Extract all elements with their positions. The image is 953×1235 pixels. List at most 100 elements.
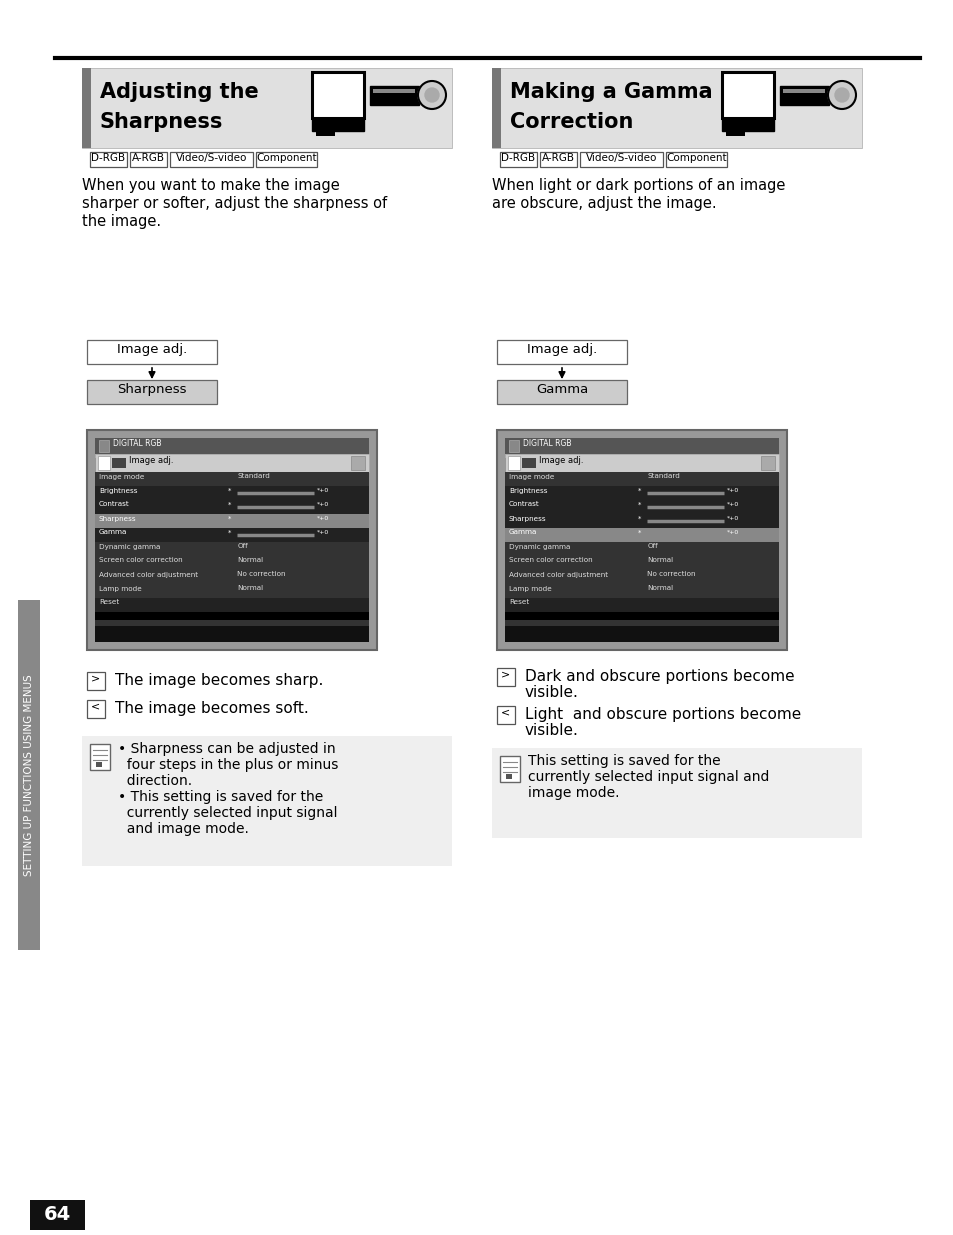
FancyBboxPatch shape [504,472,779,487]
FancyBboxPatch shape [87,380,216,404]
FancyBboxPatch shape [504,542,779,556]
Text: Sharpness: Sharpness [509,515,546,521]
FancyBboxPatch shape [504,514,779,529]
FancyBboxPatch shape [312,72,364,119]
Text: Correction: Correction [510,112,633,132]
Text: *: * [637,515,640,521]
FancyBboxPatch shape [95,529,369,542]
Text: Making a Gamma: Making a Gamma [510,82,712,103]
Text: Contrast: Contrast [99,501,130,508]
FancyBboxPatch shape [666,152,726,167]
FancyBboxPatch shape [90,152,127,167]
FancyBboxPatch shape [504,458,779,642]
FancyBboxPatch shape [497,668,515,685]
Text: Standard: Standard [237,473,270,479]
Text: Image adj.: Image adj. [526,343,597,356]
Text: Lamp mode: Lamp mode [99,585,142,592]
FancyBboxPatch shape [90,743,110,769]
Text: Adjusting the: Adjusting the [100,82,258,103]
Text: Image adj.: Image adj. [117,343,187,356]
FancyBboxPatch shape [87,430,376,650]
FancyBboxPatch shape [315,131,335,136]
Text: Dynamic gamma: Dynamic gamma [509,543,570,550]
Text: No correction: No correction [237,572,286,578]
FancyBboxPatch shape [87,340,216,364]
FancyBboxPatch shape [82,736,452,866]
Text: Component: Component [256,153,316,163]
FancyBboxPatch shape [373,89,415,93]
Text: *: * [637,488,640,494]
Text: *: * [227,501,231,508]
Text: >: > [501,669,510,679]
FancyBboxPatch shape [95,584,369,598]
FancyBboxPatch shape [312,119,364,131]
FancyBboxPatch shape [497,430,786,650]
Text: *: * [227,530,231,536]
Text: currently selected input signal: currently selected input signal [118,806,337,820]
Text: Gamma: Gamma [536,383,587,396]
FancyBboxPatch shape [18,600,40,950]
FancyBboxPatch shape [95,472,369,487]
Circle shape [417,82,446,109]
FancyBboxPatch shape [780,86,828,105]
FancyBboxPatch shape [95,454,369,472]
FancyBboxPatch shape [504,620,779,626]
FancyBboxPatch shape [87,672,105,690]
Text: Sharpness: Sharpness [100,112,223,132]
FancyBboxPatch shape [504,613,779,620]
FancyBboxPatch shape [504,584,779,598]
Text: >: > [91,673,100,683]
FancyBboxPatch shape [95,613,369,620]
Text: *+0: *+0 [316,530,329,535]
FancyBboxPatch shape [497,340,626,364]
FancyBboxPatch shape [87,700,105,718]
Circle shape [424,88,438,103]
Text: *+0: *+0 [316,515,329,520]
FancyBboxPatch shape [721,119,773,131]
Text: *: * [637,501,640,508]
Text: A-RGB: A-RGB [132,153,165,163]
FancyBboxPatch shape [499,756,519,782]
Text: Lamp mode: Lamp mode [509,585,551,592]
Text: D-RGB: D-RGB [501,153,535,163]
FancyBboxPatch shape [492,68,862,148]
Text: 64: 64 [43,1205,71,1224]
Text: Sharpness: Sharpness [99,515,136,521]
Text: Standard: Standard [647,473,679,479]
Text: Sharpness: Sharpness [117,383,187,396]
FancyBboxPatch shape [370,86,418,105]
Text: This setting is saved for the: This setting is saved for the [527,755,720,768]
Text: Advanced color adjustment: Advanced color adjustment [99,572,198,578]
FancyBboxPatch shape [504,529,779,542]
FancyBboxPatch shape [95,598,369,613]
Text: Image mode: Image mode [509,473,554,479]
Text: and image mode.: and image mode. [118,823,249,836]
Text: Reset: Reset [509,599,529,605]
FancyBboxPatch shape [504,500,779,514]
Text: are obscure, adjust the image.: are obscure, adjust the image. [492,196,716,211]
FancyBboxPatch shape [504,556,779,571]
Text: *+0: *+0 [726,488,739,493]
FancyBboxPatch shape [95,556,369,571]
Text: Image mode: Image mode [99,473,144,479]
FancyBboxPatch shape [256,152,316,167]
Text: DIGITAL RGB: DIGITAL RGB [522,438,571,448]
Text: Normal: Normal [237,557,263,563]
Text: <: < [91,701,100,711]
FancyBboxPatch shape [95,514,369,529]
Text: Off: Off [647,543,658,550]
FancyBboxPatch shape [507,456,519,471]
Text: Contrast: Contrast [509,501,539,508]
Text: visible.: visible. [524,722,578,739]
FancyBboxPatch shape [30,1200,85,1230]
Text: When you want to make the image: When you want to make the image [82,178,339,193]
Text: *+0: *+0 [726,530,739,535]
FancyBboxPatch shape [509,440,518,452]
Text: direction.: direction. [118,774,192,788]
Text: Dark and obscure portions become: Dark and obscure portions become [524,669,794,684]
FancyBboxPatch shape [579,152,662,167]
FancyBboxPatch shape [130,152,167,167]
Text: sharper or softer, adjust the sharpness of: sharper or softer, adjust the sharpness … [82,196,387,211]
Text: four steps in the plus or minus: four steps in the plus or minus [118,758,338,772]
Text: image mode.: image mode. [527,785,618,800]
